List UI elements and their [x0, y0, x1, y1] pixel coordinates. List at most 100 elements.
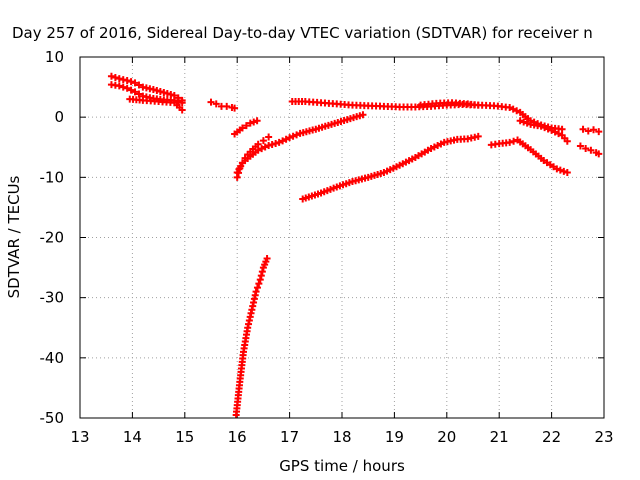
data-point [448, 99, 468, 108]
y-tick-label: -20 [40, 229, 65, 247]
data-point [411, 102, 431, 111]
series-track-8 [232, 255, 271, 419]
data-point [233, 162, 245, 177]
data-point [537, 122, 552, 133]
data-point [248, 291, 259, 314]
data-point [590, 126, 598, 134]
data-point [123, 76, 135, 86]
data-point [584, 127, 592, 135]
data-point [265, 139, 280, 149]
data-point [275, 135, 290, 146]
data-point [576, 142, 584, 150]
data-point [131, 79, 143, 89]
data-point [440, 136, 458, 146]
data-point [527, 120, 542, 130]
plot-frame [79, 56, 605, 419]
series-track-5 [231, 117, 261, 138]
data-point [427, 101, 447, 110]
data-point [563, 169, 571, 177]
data-point [301, 98, 321, 106]
y-tick-label: -50 [40, 409, 65, 427]
data-point [254, 140, 262, 148]
series-track-9 [288, 98, 566, 133]
data-point [244, 148, 254, 158]
data-point [139, 83, 154, 93]
y-tick-label: -30 [40, 289, 65, 307]
data-point [548, 126, 563, 138]
data-point [246, 148, 260, 160]
series-track-11 [299, 132, 482, 203]
x-axis-label: GPS time / hours [279, 457, 405, 475]
data-point [231, 126, 244, 138]
data-point [249, 143, 260, 153]
data-point [540, 156, 558, 171]
data-point [582, 144, 590, 152]
data-point [123, 84, 135, 94]
series-track-7 [233, 111, 367, 177]
y-tick-label: -10 [40, 168, 65, 186]
y-tick-label: 0 [54, 108, 64, 126]
data-point [232, 381, 243, 419]
data-point [256, 268, 266, 284]
data-point [432, 99, 452, 107]
data-point [252, 280, 263, 296]
data-point [563, 137, 571, 145]
data-point [396, 155, 416, 169]
data-point [558, 131, 569, 142]
data-point [396, 103, 415, 111]
data-point [516, 108, 532, 123]
data-point [333, 179, 353, 191]
x-tick-label: 21 [490, 428, 509, 446]
x-tick-label: 15 [175, 428, 194, 446]
data-point [155, 98, 174, 106]
series-track-15 [579, 125, 603, 136]
data-point [131, 88, 143, 98]
data-point [359, 111, 367, 119]
data-point [115, 75, 127, 84]
series-track-3 [126, 95, 186, 114]
grid-lines [80, 57, 604, 418]
data-point [254, 143, 269, 154]
series-track-12 [487, 136, 571, 177]
y-axis-label: SDTVAR / TECUs [5, 175, 23, 298]
series-track-4 [207, 98, 239, 112]
data-point [178, 99, 186, 107]
data-series [107, 72, 603, 419]
data-point [553, 165, 568, 175]
data-point [139, 92, 154, 102]
data-point [170, 92, 182, 102]
data-point [299, 190, 322, 203]
data-point [178, 106, 186, 114]
data-point [223, 102, 231, 110]
data-point [238, 154, 252, 167]
data-point [170, 99, 184, 112]
data-point [380, 102, 400, 111]
x-tick-label: 23 [594, 428, 613, 446]
x-tick-label: 22 [542, 428, 561, 446]
data-point [348, 101, 368, 110]
y-tick-label: 10 [45, 48, 64, 66]
data-point [380, 163, 400, 177]
data-point [558, 125, 566, 133]
x-tick-label: 13 [70, 428, 89, 446]
data-point [236, 351, 247, 386]
data-point [317, 99, 337, 108]
data-point [149, 85, 164, 95]
data-point [527, 146, 545, 162]
data-point [139, 96, 159, 105]
data-point [453, 135, 468, 143]
data-point [286, 131, 301, 142]
data-point [579, 125, 587, 133]
x-tick-label: 19 [385, 428, 404, 446]
data-point [231, 104, 239, 112]
data-point [427, 140, 445, 152]
data-point [259, 137, 267, 145]
data-point [246, 118, 258, 127]
data-point [107, 72, 119, 81]
data-point [490, 102, 510, 111]
series-track-13 [516, 117, 571, 145]
data-point [244, 309, 255, 332]
data-point [212, 100, 220, 108]
data-point [506, 104, 521, 115]
